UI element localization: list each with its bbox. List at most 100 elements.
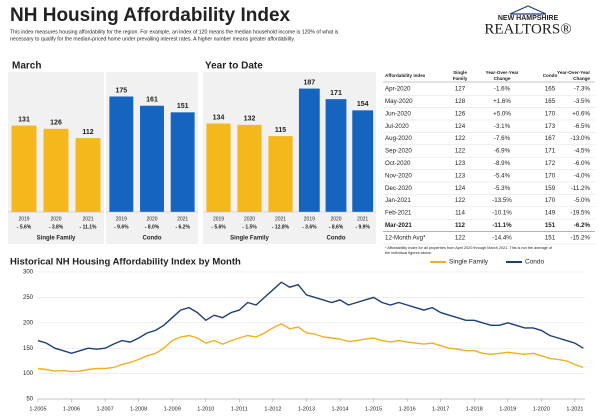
x-tick-label: 2020 (244, 216, 255, 222)
x-tick-label: 1-2018 (466, 406, 483, 412)
x-tick-label: 2020 (50, 216, 61, 222)
x-tick-label: 1-2017 (432, 406, 449, 412)
x-tick-label: 2021 (275, 216, 286, 222)
table-cell: -3.1% (494, 123, 511, 130)
subtitle: necessary to qualify for the median-pric… (10, 36, 295, 42)
footnote: * Affordability Index for all properties… (385, 246, 553, 250)
table-cell: May-2020 (385, 98, 413, 105)
logo-bottom: REALTORS® (484, 21, 571, 37)
x-tick-label: 2021 (357, 216, 368, 222)
chart-title: Historical NH Housing Affordability Inde… (10, 257, 241, 268)
column-header: Year-Over-Year Change (557, 70, 590, 81)
x-tick-label: 1-2021 (566, 406, 583, 412)
change-label: - 8.6% (329, 224, 344, 230)
value-label: 126 (50, 120, 62, 127)
change-label: - 8.0% (145, 224, 160, 230)
table-cell: +1.6% (493, 98, 511, 105)
bar (170, 112, 195, 212)
table-cell: -6.9% (494, 148, 511, 155)
y-tick-label: 50 (26, 397, 33, 403)
table-cell: +5.0% (493, 110, 511, 117)
table-cell: 167 (545, 135, 556, 142)
change-label: - 3.8% (49, 224, 64, 230)
table-cell: -11.1% (492, 222, 512, 229)
value-label: 154 (357, 101, 369, 108)
change-label: - 9.6% (114, 224, 129, 230)
x-tick-label: 1-2020 (533, 406, 550, 412)
value-label: 115 (275, 127, 286, 134)
table: Affordability Index Single Family Year-Over… (383, 70, 595, 255)
bar (206, 123, 231, 212)
x-tick-label: 2019 (213, 216, 224, 222)
page-title: NH Housing Affordability Index (10, 5, 291, 26)
x-tick-label: 1-2006 (63, 406, 80, 412)
table-cell: -13.5% (492, 197, 512, 204)
table-cell: 159 (545, 185, 556, 192)
change-label: - 5.6% (17, 224, 32, 230)
change-label: - 5.6% (211, 224, 226, 230)
column-header: Affordability Index (385, 73, 426, 78)
table-cell: -3.5% (574, 98, 591, 105)
table-cell: Apr-2020 (385, 86, 411, 93)
bar (268, 136, 293, 212)
table-cell: 172 (545, 160, 556, 167)
table-cell: -5.3% (494, 185, 511, 192)
table-cell: Mar-2021 (385, 222, 412, 229)
value-label: 151 (177, 103, 189, 110)
change-label: - 3.6% (302, 224, 317, 230)
table-cell: -4.5% (574, 148, 591, 155)
table-cell: 126 (455, 110, 466, 117)
x-tick-label: 1-2007 (97, 406, 114, 412)
footnote: the individual figures above. (385, 251, 432, 255)
bar (43, 128, 69, 212)
y-tick-label: 200 (23, 320, 34, 326)
table-cell: 170 (545, 172, 556, 179)
table-cell: 122 (455, 234, 466, 241)
bar (237, 124, 262, 212)
table-cell: 128 (455, 98, 466, 105)
value-label: 171 (330, 90, 342, 97)
table-cell: -19.5% (570, 210, 590, 217)
table-cell: Nov-2020 (385, 172, 412, 179)
value-label: 112 (82, 129, 93, 136)
group-label: Condo (327, 236, 346, 242)
table-cell: -14.4% (492, 234, 512, 241)
table-cell: 165 (545, 86, 556, 93)
section-title: Year to Date (205, 61, 263, 72)
x-tick-label: 1-2009 (164, 406, 181, 412)
table-cell: -6.2% (574, 222, 591, 229)
group-label: Single Family (37, 236, 76, 242)
x-tick-label: 1-2010 (197, 406, 214, 412)
change-label: - 12.8% (272, 224, 290, 230)
value-label: 187 (303, 79, 315, 86)
table-cell: 12-Month Avg* (385, 234, 426, 241)
x-tick-label: 2020 (330, 216, 341, 222)
value-label: 161 (146, 97, 158, 104)
line-series (37, 281, 584, 355)
table-cell: -15.2% (570, 234, 590, 241)
y-tick-label: 100 (23, 371, 34, 377)
table-cell: 127 (455, 86, 466, 93)
section-title: March (12, 61, 41, 72)
table-cell: 122 (455, 197, 466, 204)
group-label: Single Family (230, 236, 269, 242)
table-cell: +0.6% (572, 110, 590, 117)
x-tick-label: 1-2005 (29, 406, 46, 412)
table-cell: -7.3% (574, 86, 591, 93)
legend-label: Condo (525, 259, 545, 266)
table-cell: -4.0% (574, 172, 591, 179)
value-label: 175 (115, 87, 127, 94)
table-cell: Aug-2020 (385, 135, 412, 142)
column-header: Single Family (453, 70, 468, 81)
x-tick-label: 2019 (116, 216, 127, 222)
bar (140, 105, 164, 212)
table-cell: -6.0% (574, 160, 591, 167)
bar (109, 96, 134, 212)
table-cell: Jun-2020 (385, 110, 411, 117)
logo-roof (509, 5, 547, 15)
bar (298, 88, 320, 212)
bar (325, 99, 347, 212)
table-cell: Sep-2020 (385, 148, 412, 155)
x-tick-label: 2021 (82, 216, 93, 222)
table-cell: 170 (545, 197, 556, 204)
